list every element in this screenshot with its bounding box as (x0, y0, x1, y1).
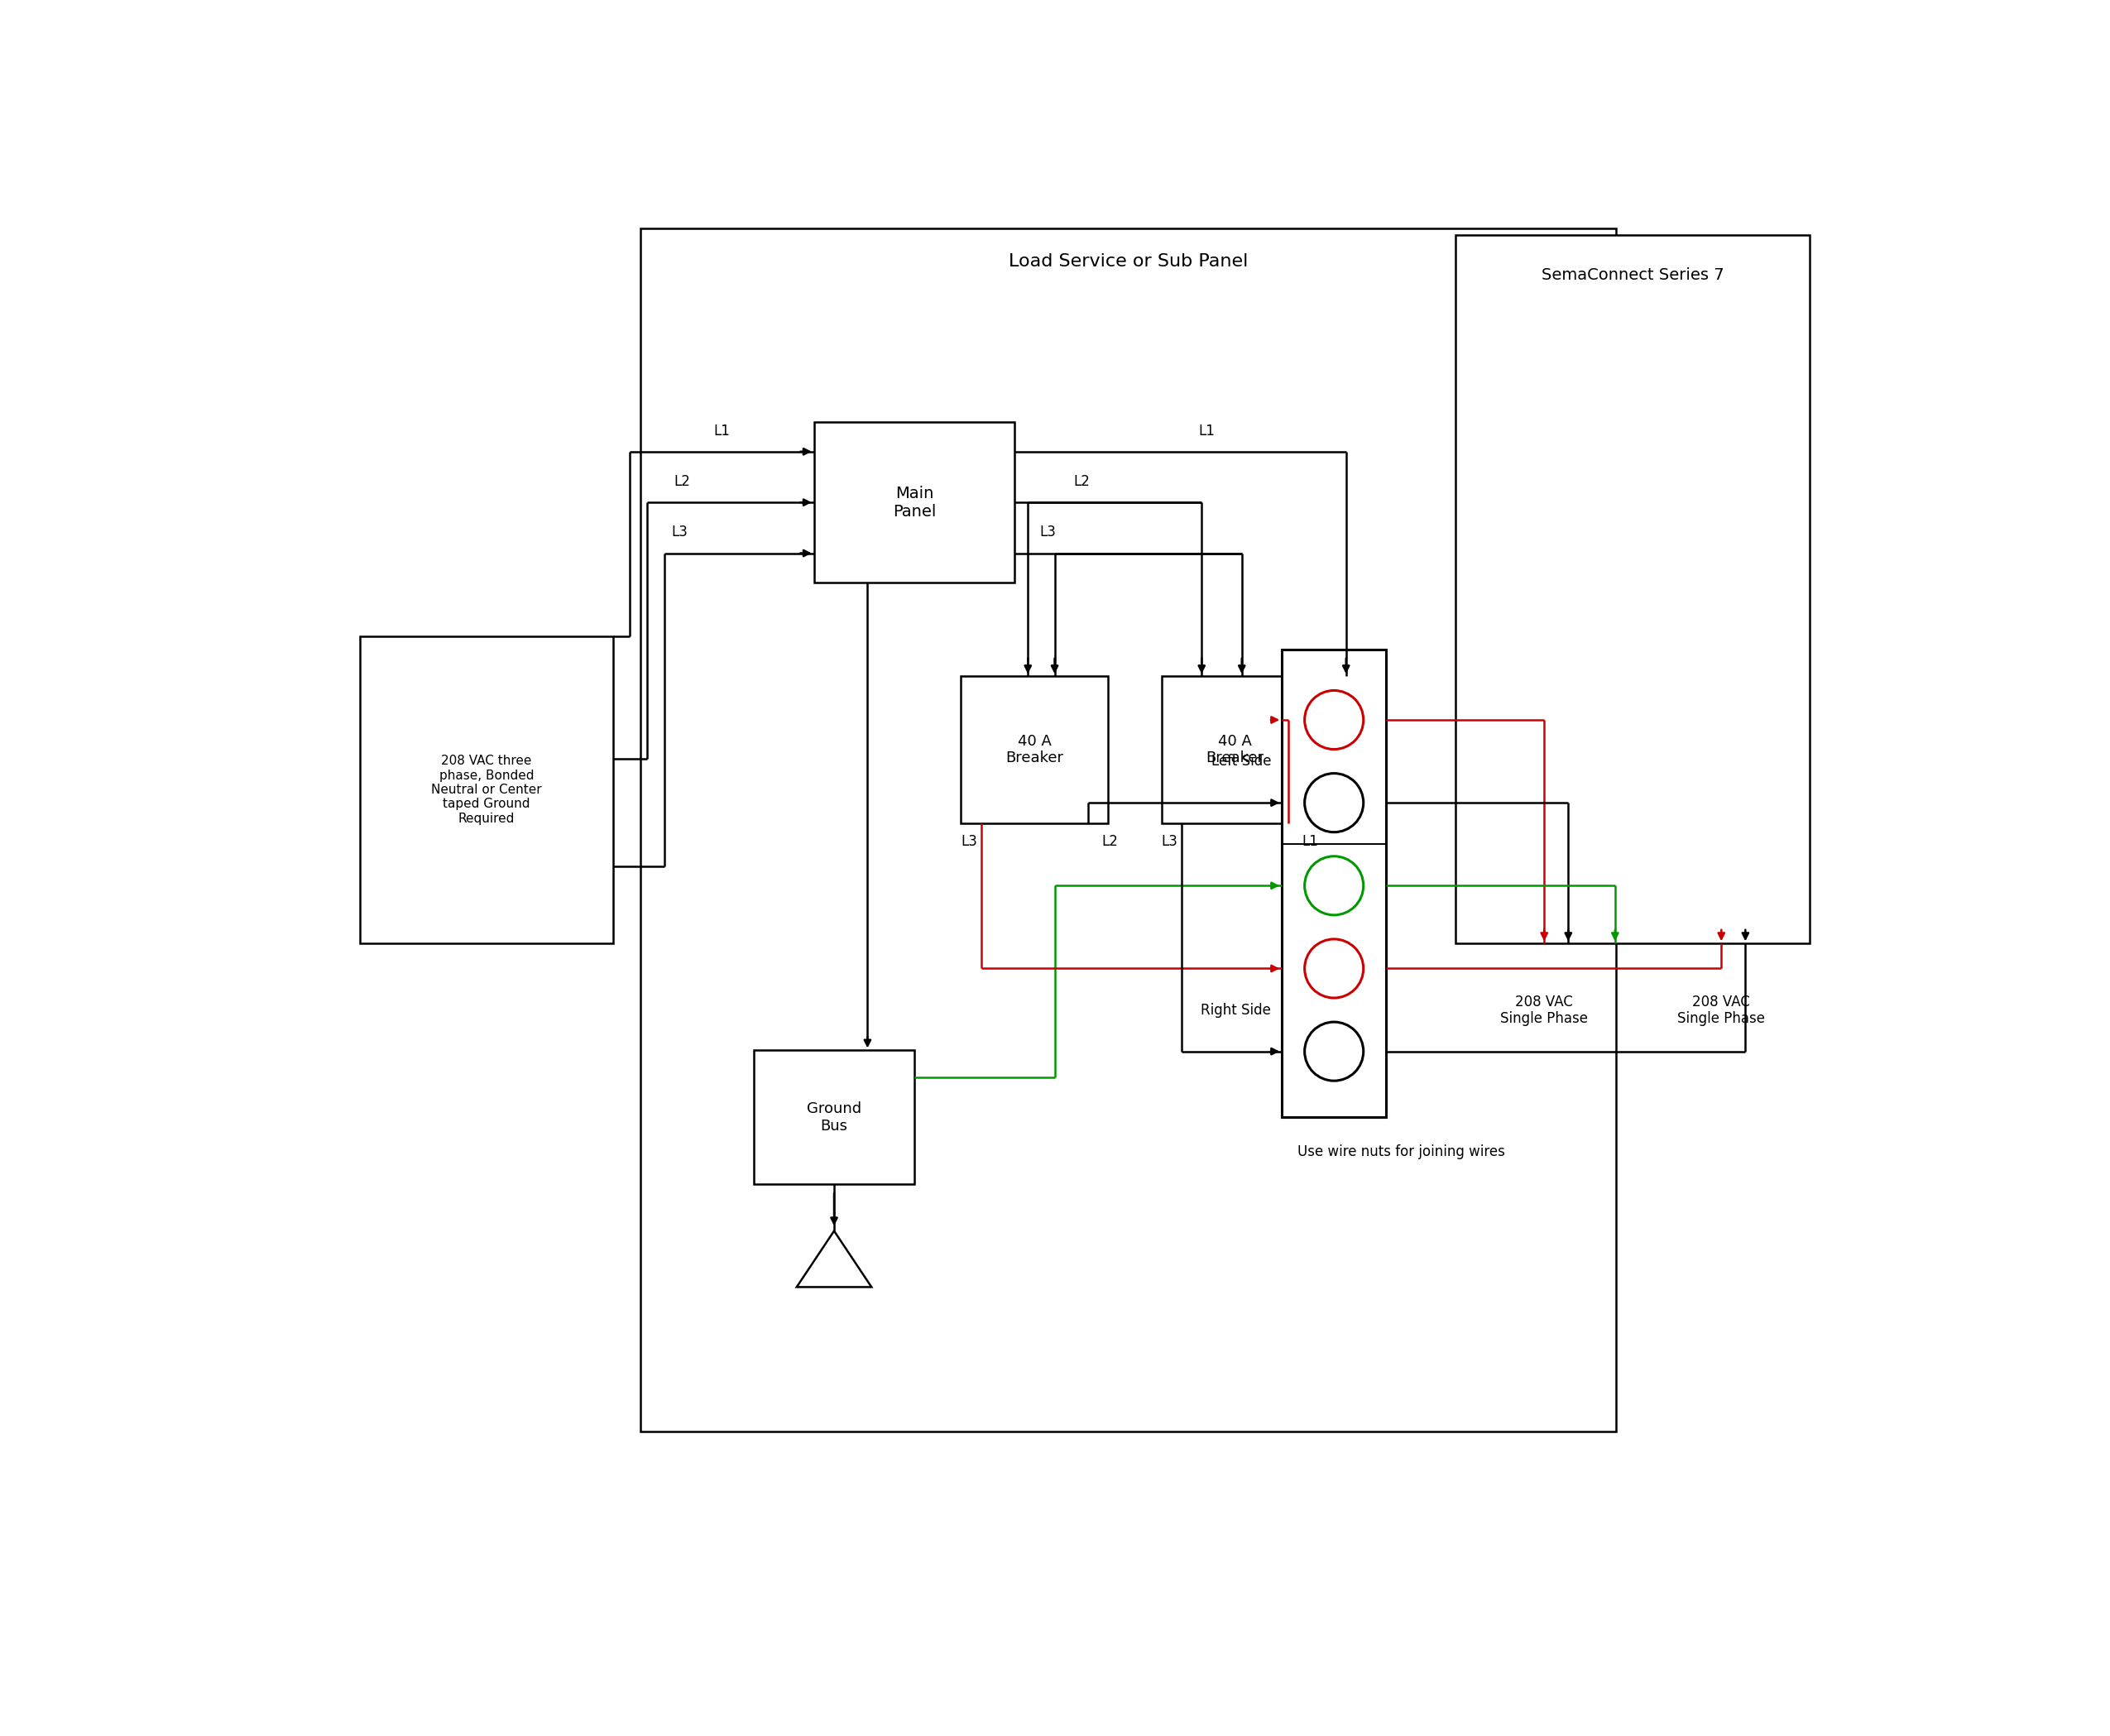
Text: Ground
Bus: Ground Bus (806, 1101, 861, 1134)
Text: 208 VAC
Single Phase: 208 VAC Single Phase (1500, 995, 1589, 1026)
Bar (1163, 677, 1308, 823)
Text: L3: L3 (960, 833, 977, 849)
Bar (359, 635, 614, 944)
Circle shape (1304, 939, 1363, 998)
Text: 40 A
Breaker: 40 A Breaker (1006, 734, 1063, 766)
Bar (753, 1050, 914, 1184)
Text: L3: L3 (1040, 524, 1057, 540)
Circle shape (1304, 856, 1363, 915)
Bar (639, 229, 1616, 1432)
Circle shape (1304, 773, 1363, 832)
Text: SemaConnect Series 7: SemaConnect Series 7 (1542, 267, 1724, 283)
Text: L2: L2 (1074, 474, 1089, 490)
Bar (814, 422, 1015, 583)
Bar (1456, 234, 1810, 944)
Text: L1: L1 (1198, 424, 1215, 437)
Circle shape (1304, 1023, 1363, 1082)
Text: Left Side: Left Side (1211, 753, 1270, 769)
Text: Load Service or Sub Panel: Load Service or Sub Panel (1009, 253, 1247, 271)
Text: L1: L1 (713, 424, 730, 437)
Text: L3: L3 (1160, 833, 1177, 849)
Text: Use wire nuts for joining wires: Use wire nuts for joining wires (1298, 1144, 1504, 1160)
Text: Main
Panel: Main Panel (893, 486, 937, 519)
Circle shape (1304, 691, 1363, 750)
Text: 208 VAC three
phase, Bonded
Neutral or Center
taped Ground
Required: 208 VAC three phase, Bonded Neutral or C… (430, 755, 542, 825)
Text: L3: L3 (671, 524, 688, 540)
Bar (1283, 649, 1386, 1118)
Text: 40 A
Breaker: 40 A Breaker (1207, 734, 1264, 766)
Bar (960, 677, 1108, 823)
Text: 208 VAC
Single Phase: 208 VAC Single Phase (1677, 995, 1766, 1026)
Text: L2: L2 (1101, 833, 1118, 849)
Text: L1: L1 (1302, 833, 1319, 849)
Polygon shape (798, 1231, 871, 1286)
Text: L2: L2 (673, 474, 690, 490)
Text: Right Side: Right Side (1201, 1002, 1270, 1017)
